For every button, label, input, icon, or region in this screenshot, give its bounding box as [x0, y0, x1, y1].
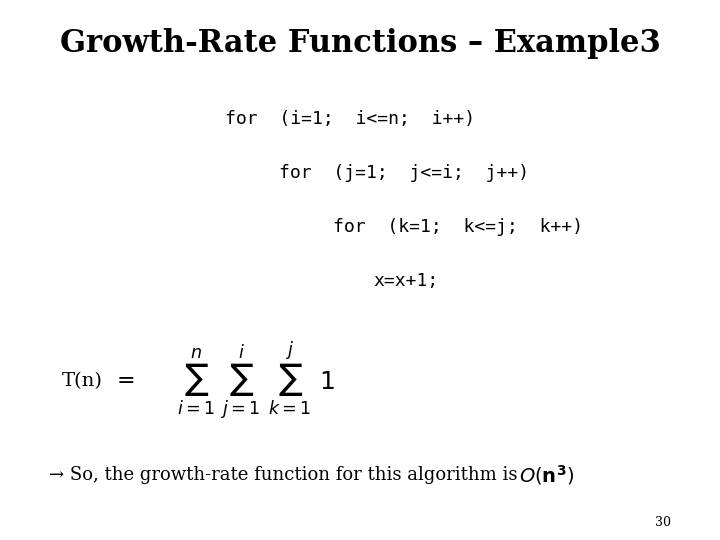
Text: $O(\mathbf{n}^{\mathbf{3}})$: $O(\mathbf{n}^{\mathbf{3}})$: [519, 463, 574, 487]
Text: x=x+1;: x=x+1;: [374, 272, 438, 290]
Text: Growth-Rate Functions – Example3: Growth-Rate Functions – Example3: [60, 28, 660, 59]
Text: → So, the growth-rate function for this algorithm is: → So, the growth-rate function for this …: [48, 466, 523, 484]
Text: for  (i=1;  i<=n;  i++): for (i=1; i<=n; i++): [225, 110, 474, 128]
Text: for  (j=1;  j<=i;  j++): for (j=1; j<=i; j++): [279, 164, 529, 182]
Text: $\sum_{i=1}^{n}\ \sum_{j=1}^{i}\ \sum_{k=1}^{j}\ 1$: $\sum_{i=1}^{n}\ \sum_{j=1}^{i}\ \sum_{k…: [177, 340, 335, 422]
Text: T(n): T(n): [62, 372, 103, 390]
Text: =: =: [117, 370, 135, 392]
Text: 30: 30: [655, 516, 672, 529]
Text: for  (k=1;  k<=j;  k++): for (k=1; k<=j; k++): [333, 218, 583, 236]
